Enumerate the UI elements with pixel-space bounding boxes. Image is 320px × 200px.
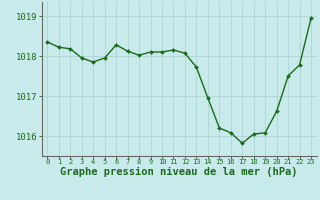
X-axis label: Graphe pression niveau de la mer (hPa): Graphe pression niveau de la mer (hPa) — [60, 167, 298, 177]
